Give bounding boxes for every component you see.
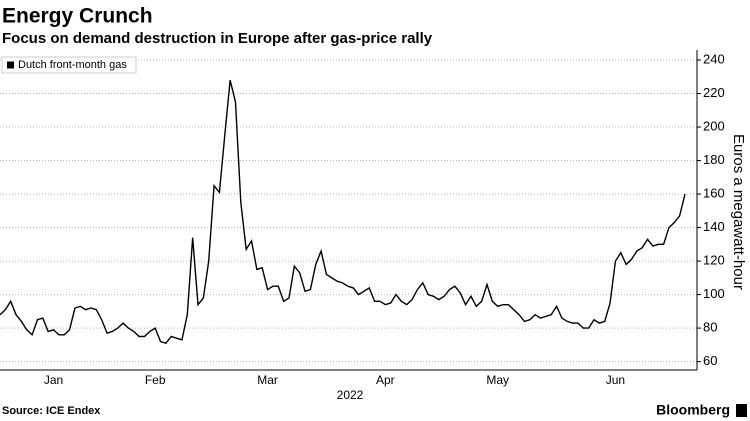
brand: Bloomberg (656, 402, 730, 418)
y-axis-title: Euros a megawatt-hour (730, 134, 747, 290)
y-tick-label: 240 (703, 51, 725, 66)
brand-icon (736, 404, 747, 417)
y-tick-label: 180 (703, 152, 725, 167)
x-tick-label: Feb (145, 373, 166, 387)
legend-label: Dutch front-month gas (18, 59, 127, 71)
chart-title: Energy Crunch (2, 5, 153, 28)
legend-box (1, 56, 137, 74)
y-tick-label: 100 (703, 286, 725, 301)
y-tick-label: 200 (703, 118, 725, 133)
chart-subtitle: Focus on demand destruction in Europe af… (2, 30, 433, 47)
x-tick-label: Jan (44, 373, 63, 387)
x-axis-title: 2022 (337, 388, 364, 402)
y-tick-label: 60 (703, 353, 717, 368)
y-tick-label: 120 (703, 253, 725, 268)
line-series (0, 79, 686, 345)
y-tick-label: 160 (703, 186, 725, 201)
x-tick-label: Mar (257, 373, 278, 387)
x-tick-label: May (486, 373, 509, 387)
legend-swatch (7, 61, 14, 69)
y-tick-label: 80 (703, 320, 717, 335)
x-tick-label: Apr (376, 373, 395, 387)
source: Source: ICE Endex (2, 405, 101, 417)
y-tick-label: 140 (703, 219, 725, 234)
x-tick-label: Jun (606, 373, 625, 387)
y-tick-label: 220 (703, 85, 725, 100)
